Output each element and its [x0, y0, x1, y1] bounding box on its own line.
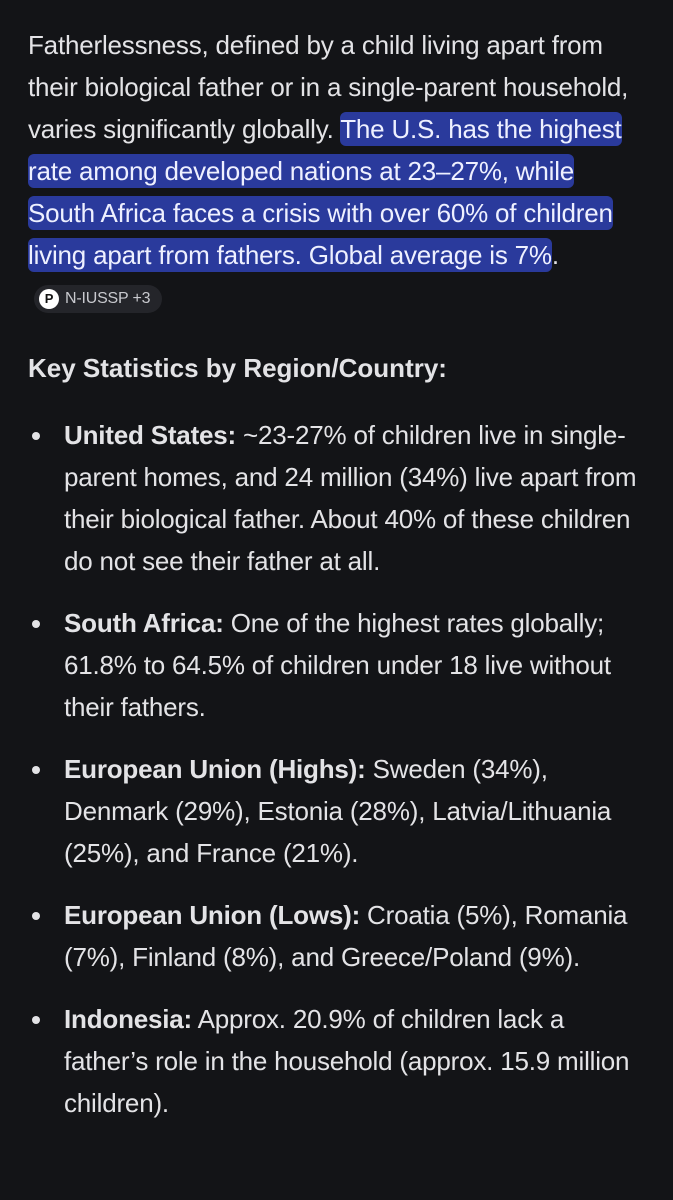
intro-text: Fatherlessness, defined by a child livin…: [28, 30, 629, 144]
item-text: Sweden (34%), Denmark (29%), Estonia (28…: [64, 754, 612, 868]
item-label: European Union (Lows):: [64, 900, 361, 930]
list-item: South Africa: One of the highest rates g…: [28, 602, 645, 728]
source-chip-label: N-IUSSP +3: [65, 290, 151, 307]
response-content: Fatherlessness, defined by a child livin…: [28, 24, 645, 1124]
bullet-icon: [32, 620, 40, 628]
bullet-icon: [32, 912, 40, 920]
list-item: Indonesia: Approx. 20.9% of children lac…: [28, 998, 645, 1124]
item-label: Indonesia:: [64, 1004, 193, 1034]
list-item: United States: ~23-27% of children live …: [28, 414, 645, 582]
item-text: One of the highest rates globally; 61.8%…: [64, 608, 611, 722]
statistics-list: United States: ~23-27% of children live …: [28, 414, 645, 1124]
list-item: European Union (Lows): Croatia (5%), Rom…: [28, 894, 645, 978]
item-label: European Union (Highs):: [64, 754, 366, 784]
item-label: South Africa:: [64, 608, 224, 638]
bullet-icon: [32, 1016, 40, 1024]
item-text: Croatia (5%), Romania (7%), Finland (8%)…: [64, 900, 628, 972]
intro-period: .: [551, 240, 559, 270]
list-item: European Union (Highs): Sweden (34%), De…: [28, 748, 645, 874]
item-label: United States:: [64, 420, 237, 450]
source-logo-icon: P: [39, 289, 59, 309]
section-heading: Key Statistics by Region/Country:: [28, 353, 447, 383]
bullet-icon: [32, 432, 40, 440]
item-text: ~23-27% of children live in single-paren…: [64, 420, 637, 576]
intro-paragraph: Fatherlessness, defined by a child livin…: [28, 24, 645, 318]
source-chip[interactable]: P N-IUSSP +3: [34, 285, 163, 313]
bullet-icon: [32, 766, 40, 774]
item-text: Approx. 20.9% of children lack a father’…: [64, 1004, 630, 1118]
